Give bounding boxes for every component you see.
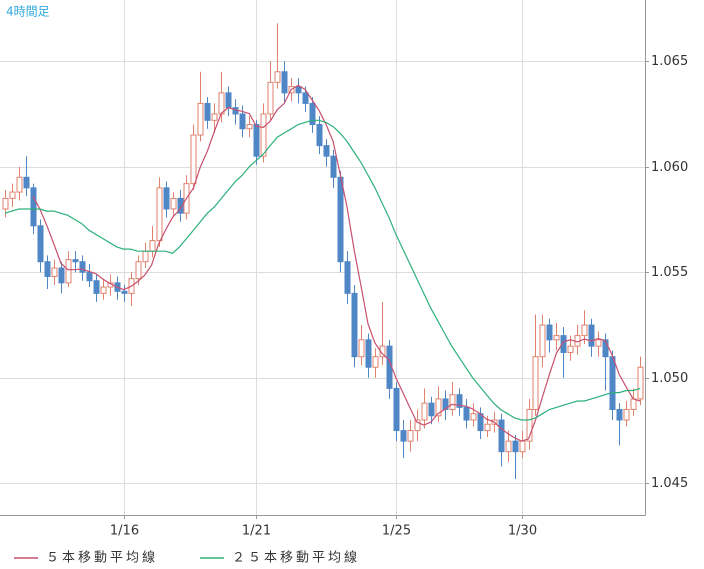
candle-body [100,286,107,294]
candle-body [595,339,602,347]
candle-body [156,187,163,242]
grid [0,0,645,515]
candle-body [37,225,44,263]
candle-body [197,102,204,136]
candle-body [421,402,428,421]
y-tick-label: 1.045 [651,476,688,491]
candle-body [246,124,253,130]
candle-body [267,81,274,115]
x-tick-label: 1/30 [508,524,537,539]
y-tick-label: 1.065 [651,54,688,69]
candle-body [163,187,170,210]
candle-body [637,366,644,400]
candle-body [519,440,526,453]
candle-body [239,113,246,130]
candle-body [337,176,344,263]
candle-body [218,92,225,115]
candle-body [372,356,379,368]
x-tick-label: 1/16 [110,524,139,539]
legend-label: ５本移動平均線 [46,550,158,566]
candle-body [393,387,400,432]
candle-body [567,345,574,353]
candle-body [407,430,414,442]
candle-body [400,430,407,442]
candle-body [539,324,546,358]
candle-body [581,324,588,337]
candle-body [204,102,211,121]
candle-body [253,124,260,157]
candle-body [211,113,218,121]
candle-body [609,356,616,410]
candle-body [344,261,351,294]
candle-body [44,261,51,277]
candle-body [428,402,435,417]
candle-body [86,271,93,282]
candle-body [414,419,421,432]
candle-body [323,145,330,157]
candle-body [51,267,58,277]
candle-body [23,176,30,189]
candle-body [456,394,463,408]
candle-body [79,261,86,273]
candle-body [30,187,37,227]
y-tick-label: 1.060 [651,160,688,175]
candle-body [553,335,560,341]
plot [2,23,644,480]
candle-body [616,408,623,421]
y-tick-label: 1.050 [651,371,688,386]
candle-body [532,356,539,410]
candle-body [58,267,65,284]
candle-body [623,408,630,421]
candle-body [351,292,358,358]
legend-label: ２５本移動平均線 [232,550,360,566]
candle-body [602,339,609,358]
candle-body [470,413,477,421]
candle-body [260,113,267,157]
candle-body [9,191,16,199]
line-series [4,119,641,421]
x-tick-label: 1/25 [382,524,411,539]
candle-body [170,197,177,210]
candle-body [484,423,491,432]
candle-body [505,440,512,453]
candle-body [72,259,79,263]
candle-body [121,290,128,294]
candle-body [365,339,372,368]
candle-body [135,261,142,280]
candle-body [274,71,281,83]
candle-body [546,324,553,341]
candle-body [463,406,470,421]
candle-body [435,398,442,417]
candle-body [65,259,72,284]
candle-body [2,197,9,210]
candle-body [16,176,23,193]
candle-body [588,324,595,347]
candle-body [281,71,288,94]
candle-body [560,335,567,353]
line-series [32,84,641,442]
candle-body [142,250,149,263]
candle-body [512,440,519,453]
candle-body [149,240,156,252]
candle-body [309,102,316,126]
candle-body [316,124,323,147]
candle-body [330,155,337,178]
candle-body [225,92,232,109]
candle-body [449,394,456,410]
candle-body [526,408,533,442]
candle-body [295,86,302,94]
candle-body [498,419,505,453]
candle-body [358,339,365,358]
x-tick-label: 1/21 [242,524,271,539]
candle-body [190,134,197,185]
chart-title: 4時間足 [6,5,50,19]
candle-body [93,280,100,294]
candle-body [177,197,184,214]
y-tick-label: 1.055 [651,265,688,280]
candle-body [302,92,309,104]
candle-body [630,398,637,410]
